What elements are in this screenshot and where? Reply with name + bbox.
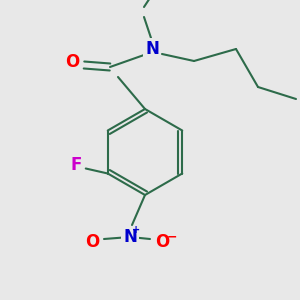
Text: N: N: [123, 228, 137, 246]
Text: +: +: [132, 225, 140, 235]
Text: −: −: [167, 230, 177, 244]
Text: F: F: [70, 157, 81, 175]
Text: O: O: [85, 233, 99, 251]
Text: O: O: [155, 233, 169, 251]
Text: O: O: [65, 53, 79, 71]
Text: N: N: [145, 40, 159, 58]
